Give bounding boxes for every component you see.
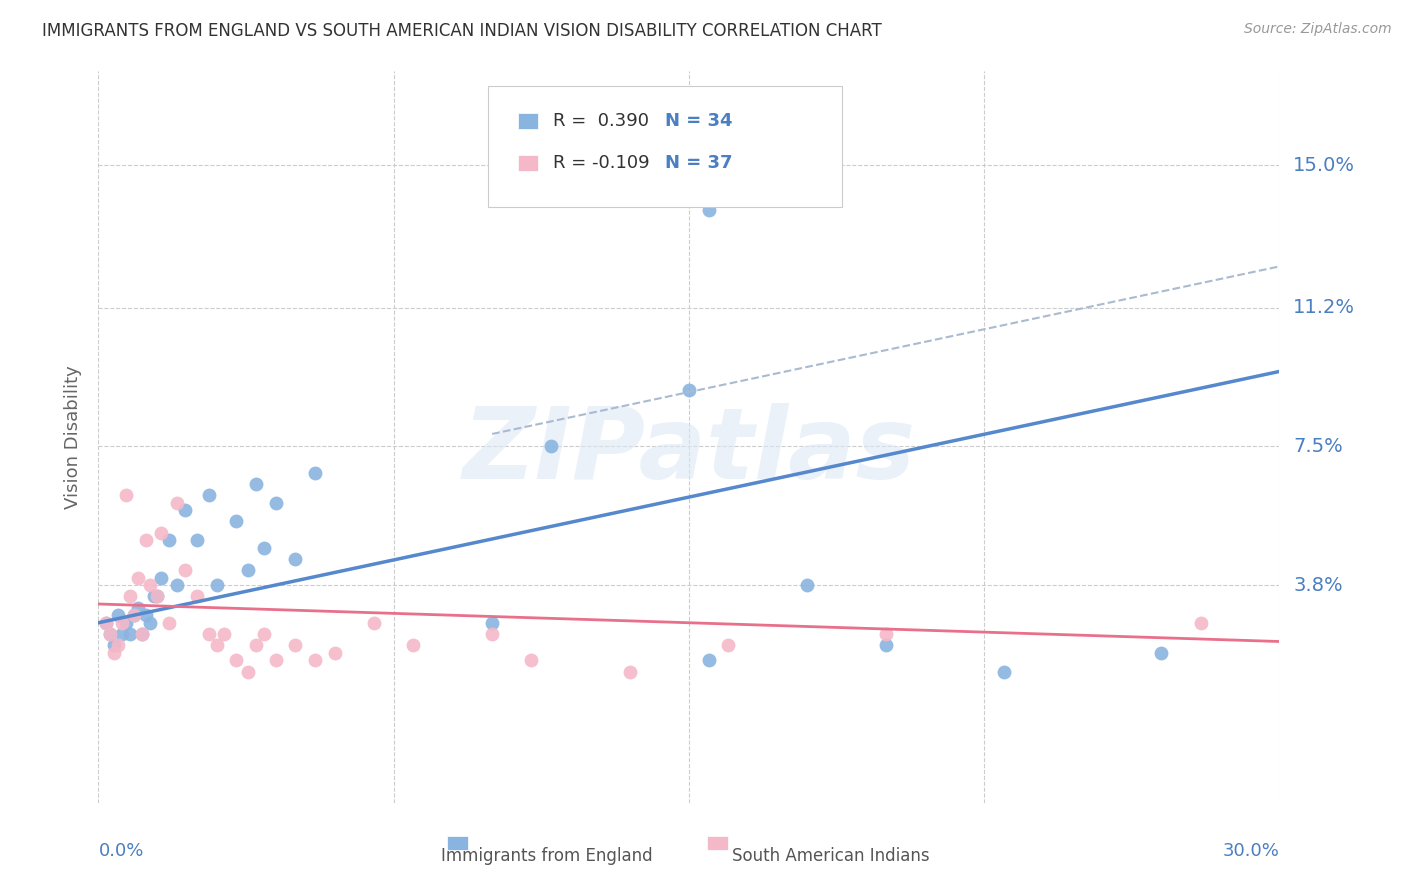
Point bbox=[111, 627, 134, 641]
Point bbox=[111, 615, 134, 630]
Point bbox=[115, 488, 138, 502]
Point bbox=[1150, 646, 1173, 660]
Point bbox=[150, 571, 173, 585]
Point bbox=[402, 638, 425, 652]
Point bbox=[225, 653, 247, 667]
FancyBboxPatch shape bbox=[488, 86, 842, 207]
Point bbox=[304, 653, 326, 667]
Point bbox=[157, 533, 180, 548]
Point bbox=[363, 615, 385, 630]
Text: N = 37: N = 37 bbox=[665, 153, 733, 172]
Text: 7.5%: 7.5% bbox=[1294, 437, 1343, 456]
Text: IMMIGRANTS FROM ENGLAND VS SOUTH AMERICAN INDIAN VISION DISABILITY CORRELATION C: IMMIGRANTS FROM ENGLAND VS SOUTH AMERICA… bbox=[42, 22, 882, 40]
Y-axis label: Vision Disability: Vision Disability bbox=[63, 365, 82, 509]
Point bbox=[520, 653, 543, 667]
Point bbox=[107, 608, 129, 623]
Point bbox=[205, 638, 228, 652]
Text: R =  0.390: R = 0.390 bbox=[553, 112, 648, 130]
Point bbox=[127, 571, 149, 585]
Text: 15.0%: 15.0% bbox=[1294, 155, 1355, 175]
Point bbox=[1189, 615, 1212, 630]
Text: ZIPatlas: ZIPatlas bbox=[463, 403, 915, 500]
Text: 3.8%: 3.8% bbox=[1294, 575, 1343, 595]
Point bbox=[993, 665, 1015, 679]
Point bbox=[875, 627, 897, 641]
Point bbox=[875, 638, 897, 652]
Text: 0.0%: 0.0% bbox=[98, 842, 143, 860]
Point bbox=[127, 600, 149, 615]
Point bbox=[304, 466, 326, 480]
Point bbox=[146, 590, 169, 604]
Point bbox=[284, 638, 307, 652]
Point bbox=[540, 440, 562, 454]
Point bbox=[135, 608, 157, 623]
Point bbox=[174, 563, 197, 577]
Point bbox=[135, 533, 157, 548]
Point bbox=[122, 608, 145, 623]
Point bbox=[697, 653, 720, 667]
Text: Immigrants from England: Immigrants from England bbox=[441, 847, 652, 864]
Point bbox=[118, 590, 141, 604]
Point bbox=[96, 615, 118, 630]
Point bbox=[103, 638, 125, 652]
Point bbox=[697, 203, 720, 218]
Point bbox=[118, 627, 141, 641]
Point bbox=[253, 627, 276, 641]
Point bbox=[142, 590, 165, 604]
Point bbox=[146, 590, 169, 604]
Point bbox=[131, 627, 153, 641]
Point bbox=[138, 578, 160, 592]
Text: 30.0%: 30.0% bbox=[1223, 842, 1279, 860]
Point bbox=[174, 503, 197, 517]
Point bbox=[796, 578, 818, 592]
Point bbox=[214, 627, 236, 641]
Point bbox=[253, 541, 276, 555]
Text: 11.2%: 11.2% bbox=[1294, 298, 1355, 318]
Text: South American Indians: South American Indians bbox=[733, 847, 929, 864]
Point bbox=[98, 627, 121, 641]
FancyBboxPatch shape bbox=[707, 837, 728, 849]
Point bbox=[166, 496, 188, 510]
Text: Source: ZipAtlas.com: Source: ZipAtlas.com bbox=[1244, 22, 1392, 37]
Point bbox=[323, 646, 346, 660]
FancyBboxPatch shape bbox=[517, 154, 538, 171]
Point bbox=[205, 578, 228, 592]
Point bbox=[264, 653, 287, 667]
Point bbox=[481, 627, 503, 641]
Point bbox=[284, 552, 307, 566]
Point bbox=[98, 627, 121, 641]
Point bbox=[103, 646, 125, 660]
Point bbox=[157, 615, 180, 630]
Point bbox=[236, 563, 259, 577]
Point bbox=[186, 533, 208, 548]
Point bbox=[166, 578, 188, 592]
Point bbox=[245, 477, 267, 491]
Point bbox=[138, 615, 160, 630]
Point bbox=[678, 383, 700, 397]
Point bbox=[96, 615, 118, 630]
Point bbox=[150, 525, 173, 540]
Point bbox=[115, 615, 138, 630]
Text: N = 34: N = 34 bbox=[665, 112, 733, 130]
Point bbox=[131, 627, 153, 641]
Point bbox=[481, 615, 503, 630]
FancyBboxPatch shape bbox=[447, 837, 468, 849]
Point bbox=[122, 608, 145, 623]
Point bbox=[245, 638, 267, 652]
Point bbox=[197, 627, 219, 641]
Point bbox=[717, 638, 740, 652]
Point bbox=[264, 496, 287, 510]
Point bbox=[186, 590, 208, 604]
FancyBboxPatch shape bbox=[517, 113, 538, 129]
Point bbox=[107, 638, 129, 652]
Point bbox=[236, 665, 259, 679]
Point bbox=[619, 665, 641, 679]
Text: R = -0.109: R = -0.109 bbox=[553, 153, 650, 172]
Point bbox=[197, 488, 219, 502]
Point bbox=[225, 515, 247, 529]
